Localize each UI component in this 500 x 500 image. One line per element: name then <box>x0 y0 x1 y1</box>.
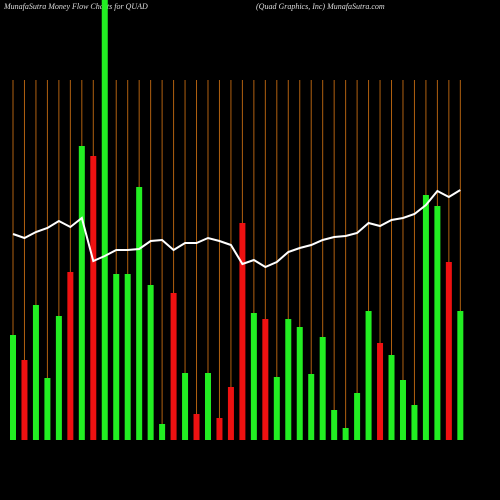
chart-title: MunafaSutra Money Flow Charts for QUAD <box>3 2 148 11</box>
bar <box>388 355 395 440</box>
bar <box>273 377 280 440</box>
bar <box>78 146 85 440</box>
bar <box>10 335 16 440</box>
bar <box>365 311 372 440</box>
bar <box>457 311 464 440</box>
bar <box>308 374 315 440</box>
bar <box>170 293 177 440</box>
bar <box>101 0 108 440</box>
bar <box>32 305 39 440</box>
chart-subtitle: (Quad Graphics, Inc) MunafaSutra.com <box>256 2 385 11</box>
bar <box>113 274 120 440</box>
bar <box>296 327 303 440</box>
bar <box>434 206 441 440</box>
bar <box>342 428 349 440</box>
bar <box>422 195 429 440</box>
bar <box>90 156 97 440</box>
money-flow-line <box>12 189 461 269</box>
bar <box>204 373 211 440</box>
bar <box>124 274 131 440</box>
bar <box>227 387 234 440</box>
bar <box>216 418 223 440</box>
bar <box>377 343 384 440</box>
bar <box>147 285 154 440</box>
bar <box>44 378 51 440</box>
bar <box>399 380 406 440</box>
bar <box>159 424 166 440</box>
bar <box>136 187 143 440</box>
bar <box>250 313 257 440</box>
bar <box>445 262 452 440</box>
bar <box>239 223 246 440</box>
bar <box>55 316 62 440</box>
bar <box>262 319 269 440</box>
bar <box>319 337 326 440</box>
bar <box>411 405 418 440</box>
bar <box>193 414 200 440</box>
bar <box>331 410 338 440</box>
bar <box>285 319 292 440</box>
bar <box>354 393 361 440</box>
bar <box>67 272 74 440</box>
bar <box>21 360 28 440</box>
bar <box>182 373 189 440</box>
